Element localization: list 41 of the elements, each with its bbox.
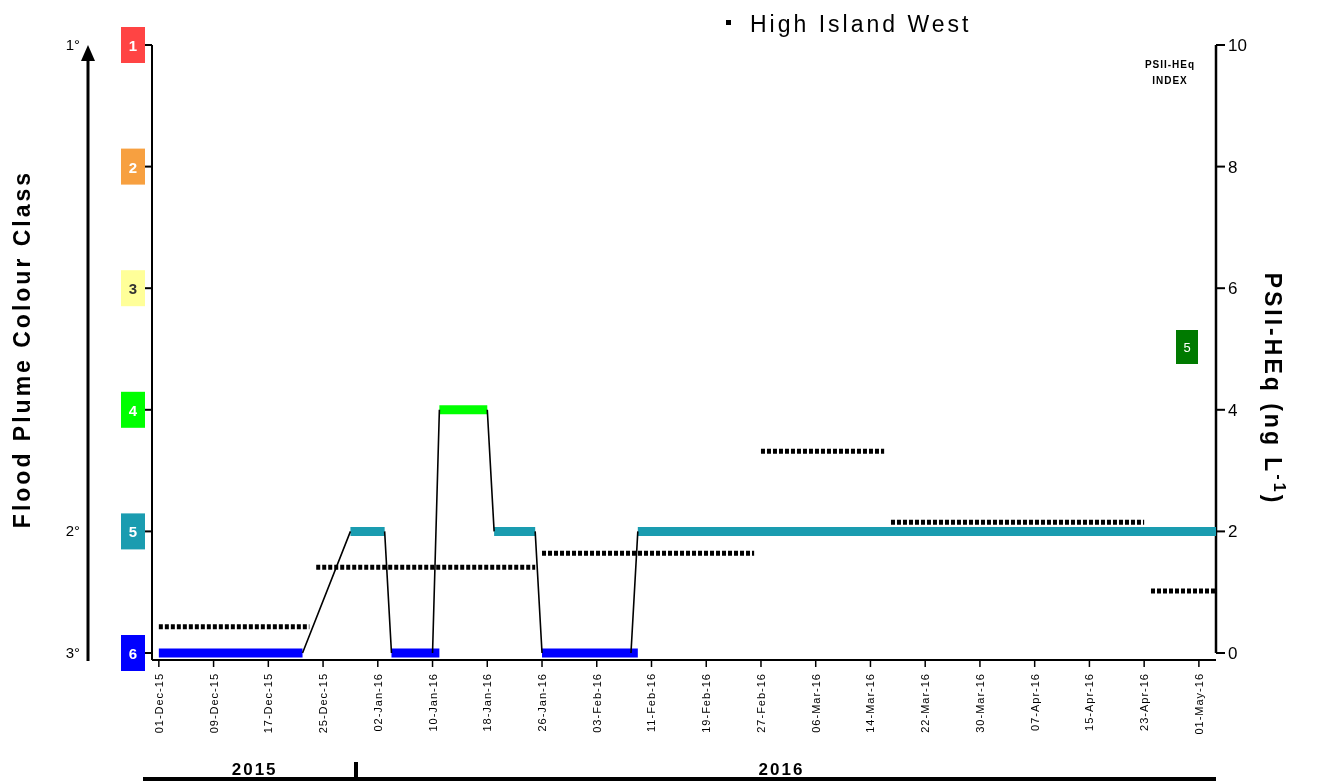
annotation: 5 bbox=[1183, 340, 1191, 355]
y-tick-label: 4 bbox=[128, 401, 138, 419]
y-axis-title: Flood Plume Colour Class bbox=[9, 169, 35, 529]
x-tick-label: 10-Jan-16 bbox=[426, 673, 439, 732]
x-tick-label: 17-Dec-15 bbox=[262, 673, 275, 734]
annotation: PSII-HEq INDEX bbox=[1144, 59, 1196, 86]
y-tick-label: 1 bbox=[128, 37, 138, 54]
text: 1° bbox=[65, 36, 80, 53]
x-tick-label: 27-Feb-16 bbox=[754, 673, 767, 733]
legend-label: High Island West bbox=[750, 11, 972, 37]
y-tick-label: 6 bbox=[128, 645, 138, 662]
x-tick-label: 30-Mar-16 bbox=[973, 673, 986, 733]
x-tick-label: 02-Jan-16 bbox=[371, 673, 384, 732]
x-tick-label: 07-Apr-16 bbox=[1028, 673, 1041, 731]
x-tick-label: 26-Jan-16 bbox=[536, 673, 549, 732]
text: 3° bbox=[65, 644, 80, 661]
x2-tick-label: 2016 bbox=[758, 760, 805, 779]
y2-tick-label: 8 bbox=[1228, 157, 1238, 177]
x-tick-label: 14-Mar-16 bbox=[864, 673, 877, 733]
x-tick-label: 09-Dec-15 bbox=[207, 673, 220, 734]
x-tick-label: 22-Mar-16 bbox=[919, 673, 932, 733]
y2-tick-label: 0 bbox=[1228, 644, 1238, 663]
x-tick-label: 25-Dec-15 bbox=[317, 673, 330, 734]
x-tick-label: 01-Dec-15 bbox=[152, 673, 165, 734]
y-tick-label: 2 bbox=[128, 158, 138, 176]
x-tick-label: 15-Apr-16 bbox=[1083, 673, 1096, 731]
x-tick-label: 18-Jan-16 bbox=[481, 673, 494, 732]
x-tick-label: 03-Feb-16 bbox=[590, 673, 603, 733]
y-tick-label: 3 bbox=[128, 280, 138, 298]
x-tick-label: 23-Apr-16 bbox=[1138, 673, 1151, 731]
x-tick-label: 06-Mar-16 bbox=[809, 673, 822, 733]
x-tick-label: 11-Feb-16 bbox=[645, 673, 658, 732]
y-tick-label: 5 bbox=[128, 523, 138, 541]
text: 2° bbox=[65, 522, 80, 540]
y2-tick-label: 10 bbox=[1228, 36, 1247, 55]
x-tick-label: 19-Feb-16 bbox=[700, 673, 713, 733]
y2-tick-label: 6 bbox=[1228, 279, 1238, 299]
x-tick-label: 01-May-16 bbox=[1192, 673, 1205, 735]
x2-tick-label: 2015 bbox=[231, 760, 278, 779]
y2-tick-label: 2 bbox=[1228, 522, 1238, 542]
y2-tick-label: 4 bbox=[1228, 400, 1238, 420]
